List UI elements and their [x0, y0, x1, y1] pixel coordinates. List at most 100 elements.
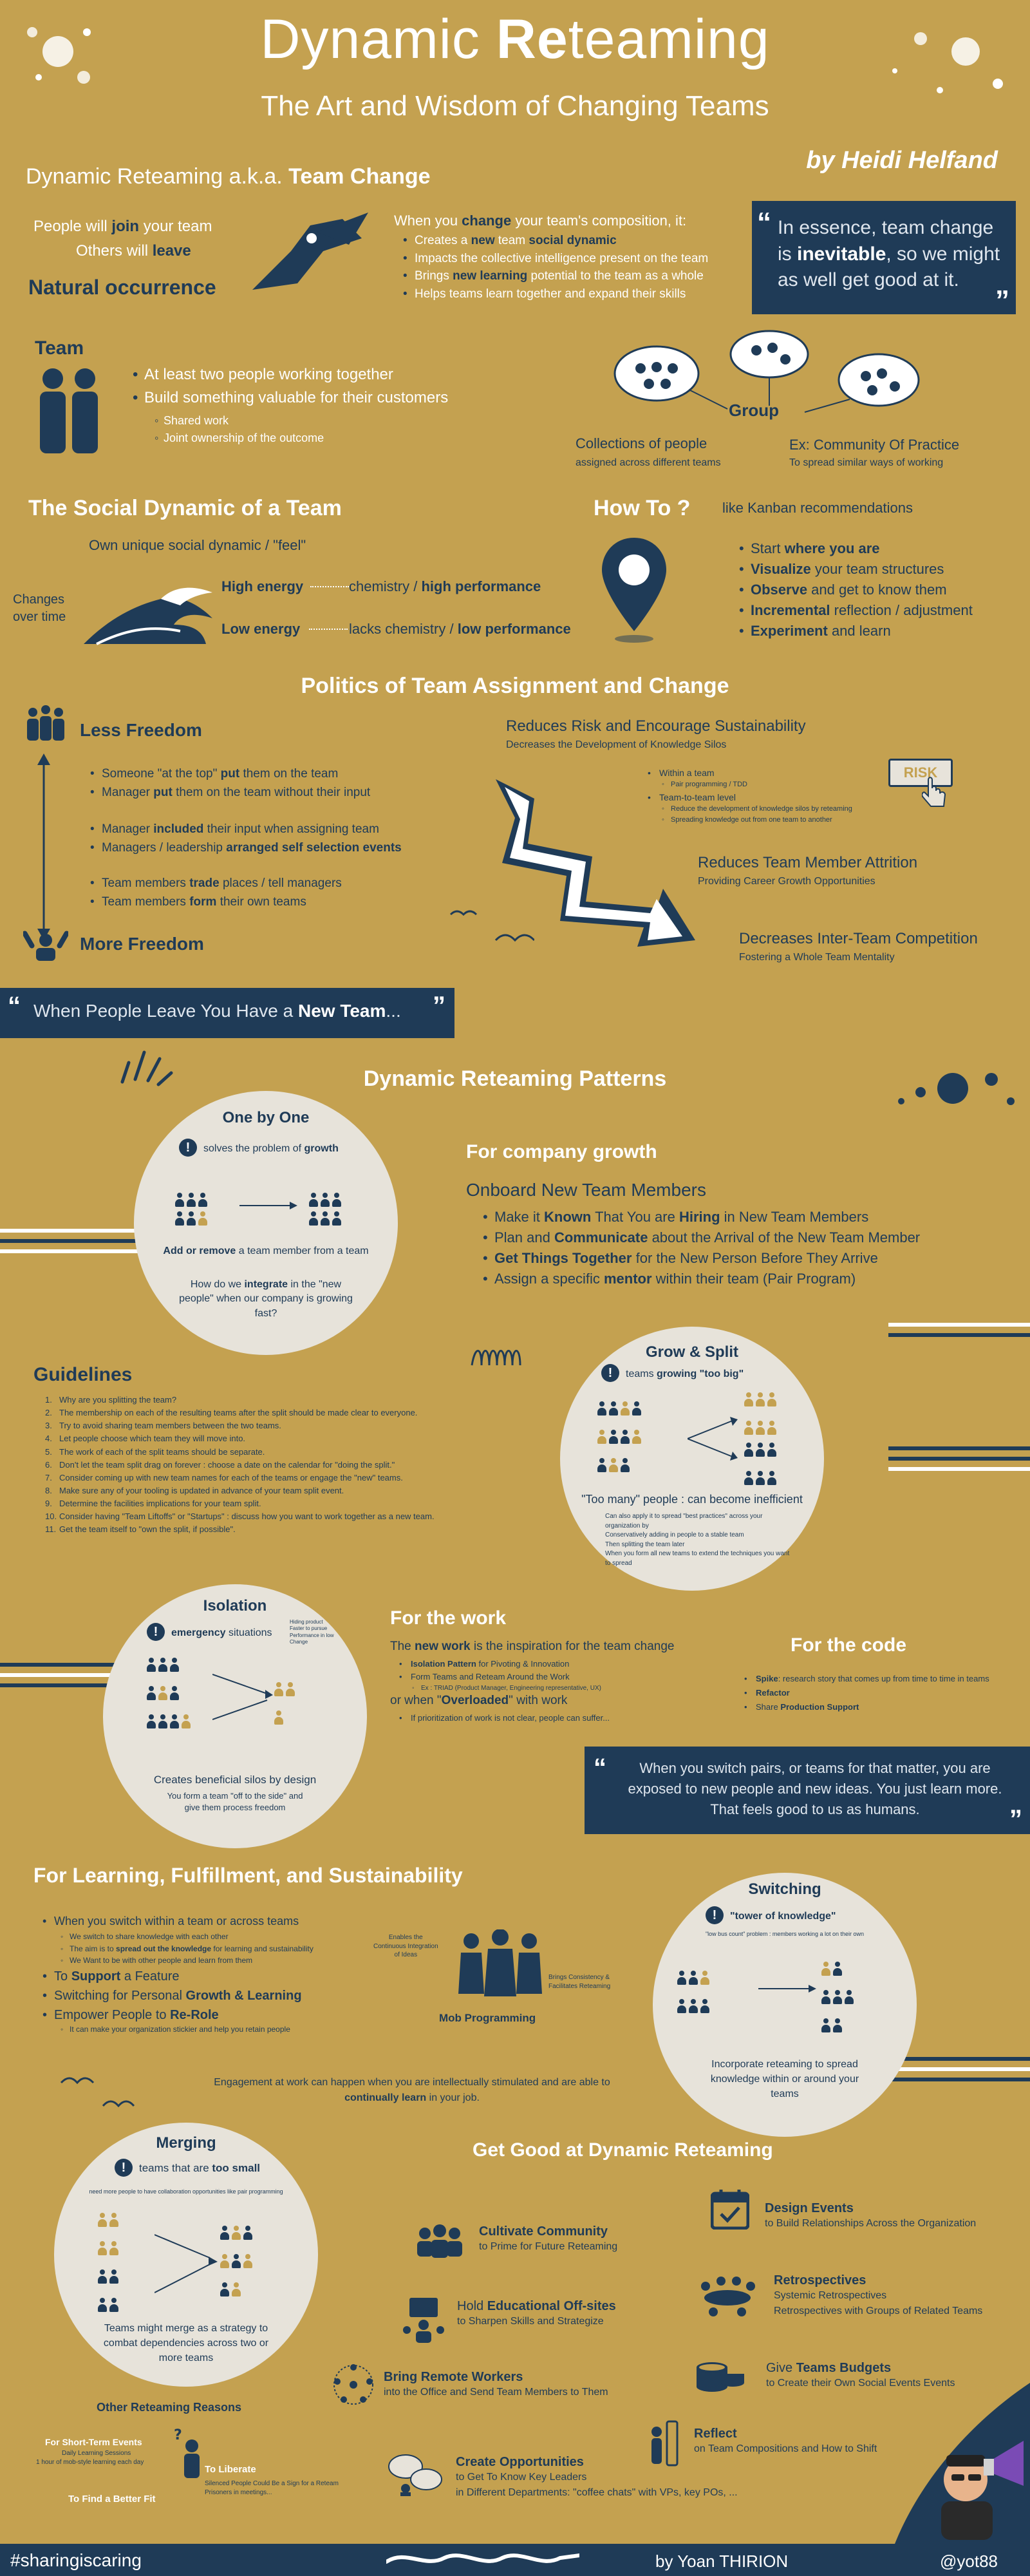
switching-diagram — [676, 1971, 760, 2017]
attrition-title: Reduces Team Member Attrition — [698, 854, 918, 871]
learning-title: For Learning, Fulfillment, and Sustainab… — [33, 1864, 463, 1887]
isolation-diagram — [145, 1658, 223, 1732]
svg-text:?: ? — [174, 2428, 182, 2443]
alert-icon: ! — [147, 1623, 165, 1641]
liberate-title: To Liberate — [205, 2464, 256, 2475]
social-own: Own unique social dynamic / "feel" — [89, 537, 306, 553]
remote-title: Bring Remote Workers — [384, 2370, 523, 2384]
grow-split-diagram-b — [743, 1443, 801, 1489]
better-fit-title: To Find a Better Fit — [68, 2494, 156, 2505]
decor-bar — [888, 1467, 1030, 1471]
arrow-right-icon — [239, 1202, 297, 1209]
switching-incorporate: Incorporate reteaming to spread knowledg… — [710, 2059, 859, 2100]
high-performance: chemistry / high performance — [349, 578, 541, 594]
competition-sub: Fostering a Whole Team Mentality — [739, 952, 895, 963]
politics-title: Politics of Team Assignment and Change — [301, 674, 729, 698]
budgets-title: Give Teams Budgets — [766, 2361, 892, 2375]
switching-diagram-after — [820, 1962, 878, 2036]
alert-icon: ! — [706, 1906, 724, 1924]
pairs-quote: “ When you switch pairs, or teams for th… — [585, 1747, 1030, 1834]
freedom-arrow — [37, 753, 50, 940]
hands-icon — [23, 931, 68, 961]
politics-group3: Team members trade places / tell manager… — [88, 875, 342, 911]
less-freedom: Less Freedom — [80, 720, 202, 740]
merging-diagram-b — [97, 2269, 154, 2316]
map-pin-icon — [602, 538, 666, 643]
decor-bar — [888, 1333, 1030, 1337]
opportunities-sub1: to Get To Know Key Leaders — [456, 2472, 587, 2483]
composition-intro: When you change your team's composition,… — [394, 213, 687, 229]
crowd-icon — [27, 705, 64, 741]
retrospective-table-icon — [701, 2277, 755, 2316]
merging-need: need more people to have collaboration o… — [89, 2188, 283, 2195]
growth-list: Make it Known That You are Hiring in New… — [480, 1207, 920, 1289]
footer-handle: @yot88 — [940, 2552, 998, 2571]
two-people-icon — [40, 368, 98, 453]
footer-bar — [0, 2544, 1030, 2576]
grow-split-teams: ! teams growing "too big" — [601, 1364, 744, 1382]
one-by-one-title: One by One — [222, 1109, 310, 1126]
howto-kanban: like Kanban recommendations — [722, 500, 913, 516]
community-icon — [417, 2224, 462, 2258]
scribble-icon — [471, 1350, 521, 1366]
group-collections-sub: assigned across different teams — [576, 457, 721, 468]
low-performance: lacks chemistry / low performance — [349, 621, 571, 637]
decor-bar — [0, 1683, 129, 1687]
grow-split-notes: Can also apply it to spread "best practi… — [605, 1513, 790, 1567]
isolation-silos-sub: You form a team "off to the side" and gi… — [167, 1791, 303, 1813]
risk-sub: Decreases the Development of Knowledge S… — [506, 739, 727, 750]
decor-bar — [0, 1239, 148, 1243]
opportunities-sub2: in Different Departments: "coffee chats"… — [456, 2487, 738, 2498]
lightning-arrow-icon — [496, 779, 695, 947]
alert-icon: ! — [179, 1139, 197, 1157]
politics-group1: Someone "at the top" put them on the tea… — [88, 765, 370, 802]
isolation-arrows-icon — [212, 1674, 273, 1720]
howto-list: Start where you are Visualize your team … — [736, 538, 973, 641]
network-globe-icon — [333, 2364, 373, 2405]
one-by-one-solves: ! solves the problem of growth — [179, 1139, 339, 1157]
design-events-title: Design Events — [765, 2201, 854, 2215]
leave-quote: “ When People Leave You Have a New Team.… — [0, 988, 454, 1038]
arrow-right-icon — [758, 1985, 816, 1993]
wave-icon — [84, 587, 212, 645]
risk-button[interactable]: RISK — [888, 759, 953, 787]
presentation-icon — [403, 2298, 444, 2343]
group-community: Ex: Community Of Practice — [789, 437, 960, 453]
isolation-emergency: ! emergency situations — [147, 1623, 272, 1641]
team-change-heading: Dynamic Reteaming a.k.a. Team Change — [26, 164, 431, 189]
risk-list: Within a team — [645, 766, 715, 780]
isolation-diagram-after — [273, 1682, 324, 1728]
grow-split-title: Grow & Split — [646, 1343, 738, 1361]
liberate-sub: Silenced People Could Be a Sign for a Re… — [205, 2480, 339, 2496]
cursor-hand-icon — [922, 777, 946, 807]
howto-title: How To ? — [594, 496, 691, 520]
high-energy: High energy — [221, 578, 304, 594]
merge-arrows-icon — [154, 2234, 218, 2293]
mirror-person-icon — [651, 2420, 679, 2467]
attrition-sub: Providing Career Growth Opportunities — [698, 876, 876, 887]
decor-bar — [0, 1663, 129, 1667]
risk-within-sub: Pair programming / TDD — [659, 779, 747, 790]
learning-brings: Brings Consistency & Facilitates Reteami… — [548, 1974, 611, 1990]
isolation-side-note: Hiding product Faster to pursue Performa… — [290, 1619, 334, 1645]
page-subtitle: The Art and Wisdom of Changing Teams — [261, 90, 769, 122]
page-title: Dynamic Reteaming — [260, 8, 770, 70]
author: by Heidi Helfand — [806, 147, 998, 174]
work-overloaded: or when "Overloaded" with work — [390, 1694, 568, 1707]
decor-bar — [888, 1446, 1030, 1450]
merging-diagram-a — [97, 2213, 154, 2259]
high-arrow — [310, 586, 349, 587]
get-good-title: Get Good at Dynamic Reteaming — [473, 2139, 773, 2161]
growth-onboard: Onboard New Team Members — [466, 1180, 706, 1200]
isolation-silos: Creates beneficial silos by design — [153, 1774, 317, 1786]
more-freedom: More Freedom — [80, 934, 204, 954]
crossroads-icon — [252, 213, 368, 290]
decor-bar — [888, 1323, 1030, 1327]
merging-diagram-after — [219, 2226, 283, 2300]
inevitable-quote: “ In essence, team change is inevitable,… — [752, 201, 1016, 316]
risk-title: Reduces Risk and Encourage Sustainabilit… — [506, 717, 806, 735]
learning-list-2: To Support a Feature Switching for Perso… — [40, 1967, 302, 2025]
decor-bar — [888, 2057, 1030, 2061]
group-collections: Collections of people — [576, 435, 707, 451]
learning-empower-sub: It can make your organization stickier a… — [58, 2023, 290, 2035]
